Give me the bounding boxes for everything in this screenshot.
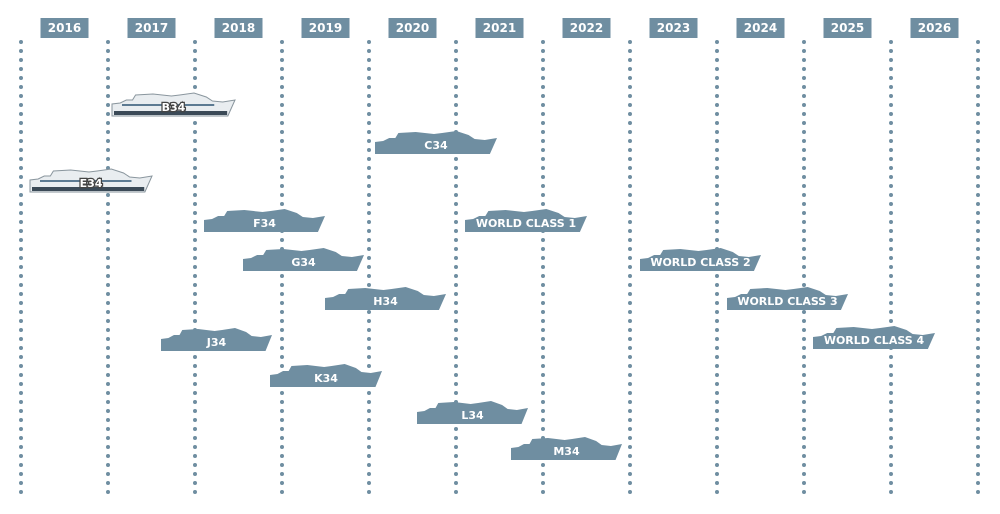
ship-windows: [40, 180, 132, 182]
ship-hull-stripe: [114, 111, 228, 115]
ship-label: J34: [206, 336, 227, 349]
year-label: 2016: [48, 21, 81, 35]
ship-label: M34: [553, 445, 580, 458]
year-box: [649, 18, 698, 38]
ship-silhouette: [640, 248, 761, 271]
year-box: [475, 18, 524, 38]
year-box: [736, 18, 785, 38]
ship-silhouette: [270, 364, 382, 387]
ship-label: K34: [314, 372, 338, 385]
year-box: [214, 18, 263, 38]
year-box: [301, 18, 350, 38]
ship-label: E34: [80, 177, 103, 190]
year-box: [823, 18, 872, 38]
ship: K34: [270, 364, 382, 387]
ship-silhouette: [325, 287, 446, 310]
ship-label: L34: [461, 409, 484, 422]
ship-silhouette: [727, 287, 848, 310]
ship-label: WORLD CLASS 1: [476, 217, 576, 230]
ship: M34: [511, 437, 622, 460]
ship-label: WORLD CLASS 2: [650, 256, 750, 269]
ship-silhouette: [243, 248, 364, 271]
year-box: [562, 18, 611, 38]
ship: B34: [111, 92, 236, 117]
year-label: 2019: [309, 21, 342, 35]
ship: WORLD CLASS 3: [727, 287, 848, 310]
year-box: [388, 18, 437, 38]
year-box: [127, 18, 176, 38]
ship: H34: [325, 287, 446, 310]
ship-label: G34: [291, 256, 316, 269]
ship-label: F34: [253, 217, 276, 230]
ship: WORLD CLASS 4: [813, 326, 935, 349]
ship-label: H34: [373, 295, 398, 308]
ship: G34: [243, 248, 364, 271]
ship-silhouette: [813, 326, 935, 349]
ship-silhouette: [375, 131, 497, 154]
year-label: 2024: [744, 21, 777, 35]
year-label: 2021: [483, 21, 516, 35]
ship: L34: [417, 401, 528, 424]
ship: C34: [375, 131, 497, 154]
ship: J34: [161, 328, 272, 351]
ship-silhouette: [511, 437, 622, 460]
ship: WORLD CLASS 1: [465, 209, 587, 232]
ship-label: C34: [424, 139, 448, 152]
ship-silhouette: [465, 209, 587, 232]
year-label: 2018: [222, 21, 255, 35]
ship-silhouette: [161, 328, 272, 351]
year-box: [910, 18, 959, 38]
ship-windows: [122, 104, 215, 106]
ship-label: WORLD CLASS 4: [824, 334, 925, 347]
ship: WORLD CLASS 2: [640, 248, 761, 271]
year-label: 2026: [918, 21, 951, 35]
ship-label: WORLD CLASS 3: [737, 295, 837, 308]
year-label: 2022: [570, 21, 603, 35]
ship-silhouette: [204, 209, 325, 232]
year-label: 2020: [396, 21, 429, 35]
ship-hull-stripe: [32, 187, 145, 191]
ship-silhouette: [417, 401, 528, 424]
ship: E34: [29, 168, 153, 193]
ship-label: B34: [162, 101, 186, 114]
year-box: [40, 18, 89, 38]
year-label: 2023: [657, 21, 690, 35]
ship: F34: [204, 209, 325, 232]
year-label: 2025: [831, 21, 864, 35]
year-label: 2017: [135, 21, 168, 35]
